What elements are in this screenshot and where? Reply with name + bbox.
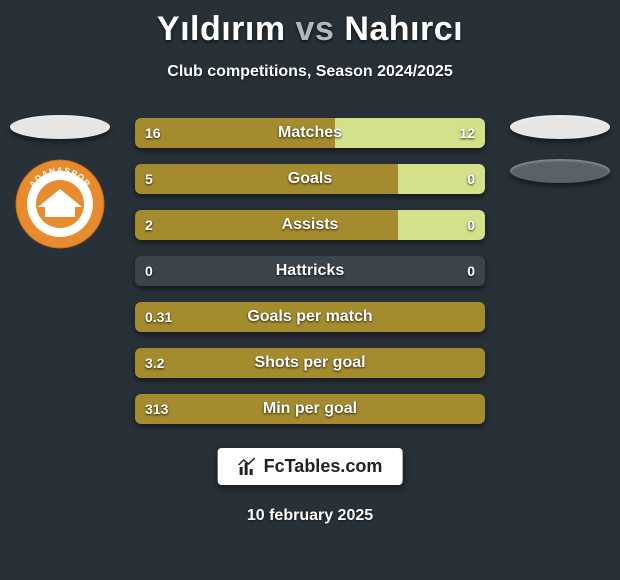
player-left-name: Yıldırım [157,10,286,48]
comparison-bars: 1612Matches 50Goals 20Assists 00Hattricks 0.… [135,118,485,440]
brand-text: FcTables.com [264,456,383,477]
vs-separator: vs [296,10,335,48]
stat-row: 20Assists [135,210,485,240]
right-club-pill-1 [510,115,610,139]
stat-row: 0.31Goals per match [135,302,485,332]
subtitle: Club competitions, Season 2024/2025 [0,63,620,81]
right-player-column [505,115,615,203]
brand-badge: FcTables.com [218,448,403,485]
stat-label: Min per goal [135,394,485,424]
right-club-pill-2 [510,159,610,183]
stat-row: 1612Matches [135,118,485,148]
stat-label: Goals per match [135,302,485,332]
footer-date: 10 february 2025 [0,507,620,525]
stat-label: Matches [135,118,485,148]
stat-label: Assists [135,210,485,240]
stat-row: 00Hattricks [135,256,485,286]
left-club-crest: ADANASPOR [15,159,105,249]
stat-label: Shots per goal [135,348,485,378]
stat-label: Hattricks [135,256,485,286]
left-club-pill [10,115,110,139]
stat-row: 3.2Shots per goal [135,348,485,378]
stat-row: 50Goals [135,164,485,194]
left-player-column: ADANASPOR [5,115,115,249]
page-title: Yıldırım vs Nahırcı [0,0,620,49]
chart-icon [238,457,258,477]
player-right-name: Nahırcı [344,10,463,48]
stat-row: 313Min per goal [135,394,485,424]
stat-label: Goals [135,164,485,194]
